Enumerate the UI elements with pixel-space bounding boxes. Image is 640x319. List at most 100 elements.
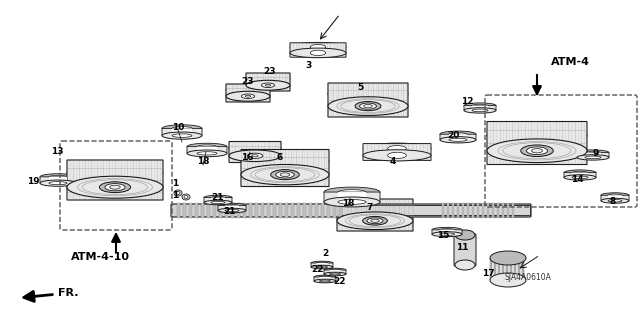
Ellipse shape — [440, 131, 476, 137]
Bar — [195, 203, 198, 218]
Text: 10: 10 — [172, 122, 184, 131]
Ellipse shape — [564, 175, 596, 180]
Bar — [502, 203, 504, 218]
Ellipse shape — [338, 189, 366, 195]
Bar — [309, 203, 312, 218]
Bar — [249, 203, 252, 218]
Ellipse shape — [314, 279, 336, 283]
Ellipse shape — [290, 42, 346, 52]
Ellipse shape — [225, 204, 239, 207]
Bar — [452, 203, 454, 218]
Ellipse shape — [455, 230, 475, 240]
Ellipse shape — [204, 200, 232, 205]
FancyBboxPatch shape — [204, 197, 232, 203]
Ellipse shape — [241, 151, 329, 172]
Bar — [255, 203, 257, 218]
Ellipse shape — [490, 273, 526, 287]
Ellipse shape — [311, 261, 333, 265]
FancyBboxPatch shape — [171, 204, 531, 217]
FancyBboxPatch shape — [197, 147, 217, 153]
Bar — [231, 203, 234, 218]
Ellipse shape — [310, 44, 326, 50]
FancyBboxPatch shape — [577, 152, 609, 157]
Bar — [507, 203, 509, 218]
Ellipse shape — [608, 194, 622, 197]
Ellipse shape — [246, 80, 290, 90]
Ellipse shape — [440, 229, 454, 231]
Ellipse shape — [319, 276, 330, 278]
Ellipse shape — [338, 199, 366, 204]
Text: 22: 22 — [333, 277, 346, 286]
Bar — [457, 203, 459, 218]
Ellipse shape — [367, 218, 383, 224]
Ellipse shape — [577, 150, 609, 155]
Ellipse shape — [449, 133, 467, 136]
Bar — [315, 203, 317, 218]
Bar — [498, 258, 500, 280]
Text: 7: 7 — [367, 203, 373, 211]
FancyBboxPatch shape — [226, 84, 270, 102]
Ellipse shape — [280, 173, 290, 176]
Bar — [510, 258, 512, 280]
FancyBboxPatch shape — [464, 106, 496, 110]
Bar — [492, 203, 494, 218]
Ellipse shape — [487, 139, 587, 163]
Ellipse shape — [363, 104, 373, 108]
Ellipse shape — [330, 273, 340, 275]
Text: 18: 18 — [196, 158, 209, 167]
Bar — [506, 258, 508, 280]
Bar — [518, 258, 520, 280]
FancyBboxPatch shape — [324, 192, 380, 202]
Ellipse shape — [585, 151, 601, 154]
Bar — [261, 203, 264, 218]
Bar — [237, 203, 239, 218]
Bar — [467, 203, 469, 218]
Text: 19: 19 — [27, 177, 39, 187]
Ellipse shape — [527, 147, 547, 155]
FancyBboxPatch shape — [229, 142, 281, 162]
Ellipse shape — [246, 74, 290, 84]
Text: 1: 1 — [172, 190, 178, 199]
Ellipse shape — [197, 145, 217, 148]
Ellipse shape — [490, 251, 526, 265]
FancyBboxPatch shape — [454, 234, 476, 266]
Ellipse shape — [440, 233, 454, 235]
Ellipse shape — [241, 165, 329, 185]
Ellipse shape — [176, 191, 180, 195]
Ellipse shape — [311, 265, 333, 269]
Ellipse shape — [241, 94, 255, 99]
Ellipse shape — [226, 91, 270, 101]
Ellipse shape — [187, 150, 227, 157]
Bar — [482, 203, 484, 218]
Text: 23: 23 — [264, 68, 276, 77]
Ellipse shape — [324, 272, 346, 276]
Bar — [291, 203, 294, 218]
Ellipse shape — [276, 171, 294, 178]
Text: 5: 5 — [357, 84, 363, 93]
Text: 12: 12 — [461, 98, 473, 107]
Ellipse shape — [99, 182, 131, 193]
Ellipse shape — [310, 50, 326, 56]
Bar — [333, 203, 335, 218]
Ellipse shape — [337, 200, 413, 218]
Ellipse shape — [522, 145, 552, 156]
FancyBboxPatch shape — [314, 277, 336, 281]
Ellipse shape — [317, 266, 328, 268]
Bar — [279, 203, 282, 218]
Ellipse shape — [455, 260, 475, 270]
Ellipse shape — [172, 134, 192, 137]
Ellipse shape — [261, 83, 275, 87]
Ellipse shape — [105, 184, 125, 191]
Text: 18: 18 — [342, 198, 355, 207]
Ellipse shape — [109, 185, 120, 189]
Ellipse shape — [280, 173, 291, 176]
Ellipse shape — [487, 123, 587, 147]
Ellipse shape — [218, 208, 246, 213]
Text: 4: 4 — [390, 157, 396, 166]
FancyBboxPatch shape — [363, 144, 431, 160]
Ellipse shape — [225, 209, 239, 211]
FancyBboxPatch shape — [564, 173, 596, 177]
Text: 15: 15 — [436, 231, 449, 240]
FancyBboxPatch shape — [472, 106, 488, 110]
Ellipse shape — [577, 155, 609, 160]
